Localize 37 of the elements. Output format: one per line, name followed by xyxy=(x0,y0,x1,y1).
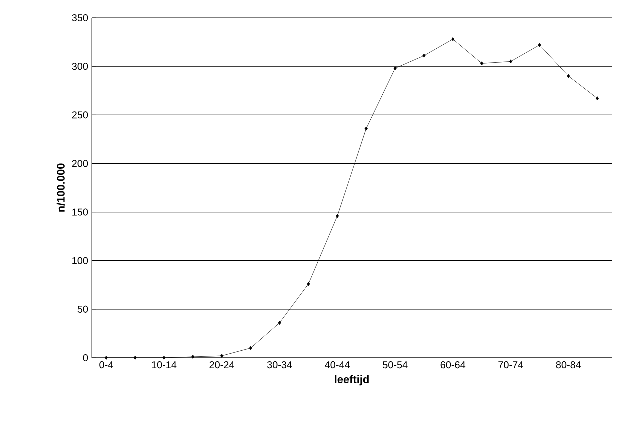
y-tick-label: 200 xyxy=(72,160,88,168)
x-tick-label: 20-24 xyxy=(210,362,234,369)
y-tick-label: 50 xyxy=(78,306,88,313)
x-tick-label: 10-14 xyxy=(152,362,177,369)
x-tick-label: 0-4 xyxy=(100,362,114,369)
y-tick-label: 250 xyxy=(72,112,88,119)
y-axis-title: n/100.000 xyxy=(56,164,66,212)
point xyxy=(162,356,166,360)
x-tick-label: 50-54 xyxy=(383,362,408,369)
point xyxy=(567,74,570,78)
point xyxy=(480,62,484,66)
point xyxy=(249,346,252,350)
x-tick-label: 40-44 xyxy=(325,362,350,369)
point xyxy=(192,355,195,360)
point xyxy=(336,214,340,218)
point xyxy=(278,321,282,326)
x-tick-label: 70-74 xyxy=(498,362,524,369)
y-tick-label: 0 xyxy=(83,354,88,362)
point xyxy=(422,54,426,58)
y-tick-label: 300 xyxy=(72,63,88,70)
y-tick-label: 350 xyxy=(72,14,88,22)
point xyxy=(509,60,512,64)
y-tick-label: 100 xyxy=(72,257,88,264)
point xyxy=(394,66,397,71)
point xyxy=(307,282,310,286)
x-axis-title: leeftijd xyxy=(335,375,369,386)
point xyxy=(364,126,368,131)
point xyxy=(452,37,455,42)
x-tick-label: 80-84 xyxy=(556,362,582,369)
point xyxy=(220,354,224,358)
point xyxy=(596,96,600,101)
point xyxy=(134,356,137,360)
x-tick-label: 60-64 xyxy=(440,362,466,369)
x-tick-label: 30-34 xyxy=(267,362,292,369)
point xyxy=(104,356,108,360)
point xyxy=(538,43,542,48)
y-tick-label: 150 xyxy=(72,208,88,216)
